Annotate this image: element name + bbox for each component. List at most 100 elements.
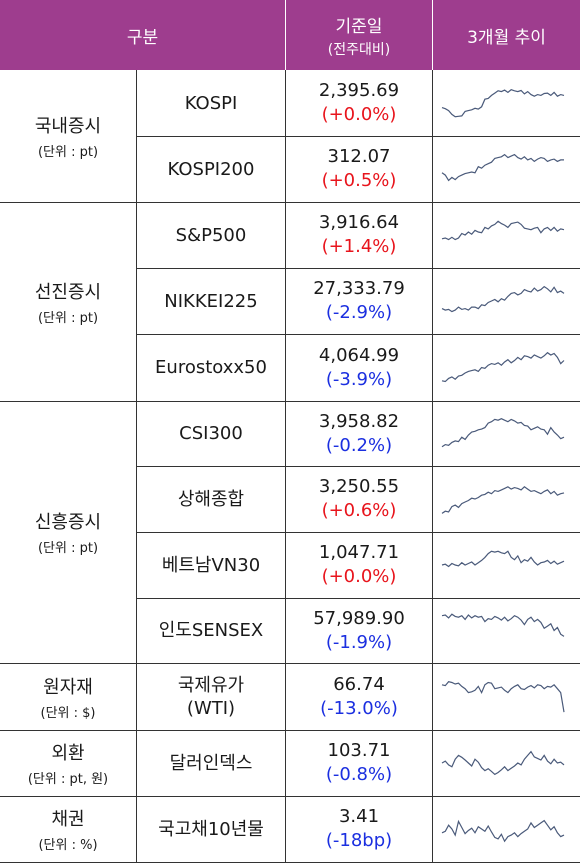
value-cell: 27,333.79 (-2.9%) [286,268,432,334]
sparkline-path [441,89,565,118]
sparkline-path [441,285,565,313]
value-cell: 3.41 (-18bp) [286,796,432,862]
value-cell: 312.07 (+0.5%) [286,136,432,202]
group-name: 원자재 [43,676,93,698]
trend-sparkline [441,613,565,637]
sparkline-path [441,486,565,514]
trend-sparkline [441,681,565,713]
header-category: 구분 [0,0,285,70]
group-unit: (단위 : pt, 원) [27,772,109,787]
value-cell: 103.71 (-0.8%) [286,730,432,796]
trend-sparkline [441,819,565,843]
index-name: 상해종합 [177,488,245,510]
weekly-change: (-0.8%) [325,764,393,785]
index-value: 57,989.90 [313,607,405,629]
group-unit: (단위 : pt) [37,145,99,160]
index-name: 베트남VN30 [161,554,261,576]
weekly-change: (-3.9%) [325,368,393,390]
index-name-cell: Eurostoxx50 [137,334,285,401]
index-value: 3,250.55 [318,476,400,497]
index-name: 국제유가 [177,674,245,696]
column-divider [285,70,286,862]
trend-sparkline [441,220,565,241]
header-base-date: 기준일 (전주대비) [286,0,432,70]
sparkline-path [441,418,565,448]
weekly-change: (-1.9%) [325,631,393,653]
trend-sparkline [441,285,565,313]
group-unit: (단위 : $) [40,705,96,721]
value-cell: 2,395.69 (+0.0%) [286,70,432,136]
index-value: 103.71 [327,740,391,761]
index-name: NIKKEI225 [164,290,258,312]
row-divider [137,598,580,599]
index-name: KOSPI [184,92,238,114]
group-domestic: 국내증시 (단위 : pt) [0,70,136,202]
index-name: S&P500 [175,224,247,246]
group-unit: (단위 : pt) [37,541,99,556]
group-commodity: 원자재 (단위 : $) [0,663,136,730]
index-name-cell: 베트남VN30 [137,532,285,598]
weekly-change: (+0.6%) [321,500,397,521]
group-name: 국내증시 [34,116,102,137]
sparkline-path [441,550,565,568]
group-unit: (단위 : pt) [37,310,99,326]
index-value: 3,958.82 [318,410,400,432]
index-name: 인도SENSEX [158,620,264,641]
group-bond: 채권 (단위 : %) [0,796,136,862]
column-divider [136,70,137,862]
index-value: 4,064.99 [318,344,400,366]
index-name-cell: 인도SENSEX [137,598,285,663]
row-divider [137,136,580,137]
row-divider [0,796,580,797]
index-value: 2,395.69 [318,80,400,101]
sparkline-path [441,613,565,637]
row-divider [0,730,580,731]
trend-sparkline [441,550,565,568]
value-cell: 4,064.99 (-3.9%) [286,334,432,401]
row-divider [0,663,580,664]
index-name-cell: KOSPI [137,70,285,136]
value-cell: 57,989.90 (-1.9%) [286,598,432,663]
value-cell: 66.74 (-13.0%) [286,663,432,730]
group-name: 채권 [51,809,85,830]
index-name: (WTI) [186,697,236,719]
weekly-change: (-0.2%) [325,434,393,456]
header-category-label: 구분 [126,27,159,48]
index-value: 312.07 [327,146,391,167]
row-divider [0,202,580,203]
value-cell: 3,916.64 (+1.4%) [286,202,432,268]
row-divider [0,862,580,863]
sparkline-path [441,153,564,182]
index-value: 3,916.64 [318,212,400,233]
header-trend-label: 3개월 추이 [467,27,546,48]
index-name: 국고채10년물 [158,818,264,840]
row-divider [0,401,580,402]
index-value: 27,333.79 [313,278,405,299]
row-divider [137,466,580,467]
index-value: 66.74 [333,673,385,695]
weekly-change: (-18bp) [325,830,393,851]
weekly-change: (+0.5%) [321,170,397,191]
index-name: KOSPI200 [167,158,255,180]
index-name: Eurostoxx50 [155,357,267,378]
sparkline-path [441,750,565,776]
index-value: 1,047.71 [318,542,400,563]
group-fx: 외환 (단위 : pt, 원) [0,730,136,796]
value-cell: 1,047.71 (+0.0%) [286,532,432,598]
value-cell: 3,250.55 (+0.6%) [286,466,432,532]
group-name: 외환 [51,743,85,764]
trend-sparkline [441,486,565,514]
trend-sparkline [441,153,564,182]
trend-sparkline [441,418,565,448]
group-name: 신흥증시 [34,512,102,533]
weekly-change: (-13.0%) [320,697,398,719]
index-name-cell: 국고채10년물 [137,796,285,862]
column-divider [432,70,433,862]
index-name-cell: CSI300 [137,401,285,466]
weekly-change: (-2.9%) [325,302,393,323]
header-wow-label: (전주대비) [327,41,391,58]
sparkline-path [441,681,565,713]
index-name-cell: 달러인덱스 [137,730,285,796]
row-divider [137,268,580,269]
